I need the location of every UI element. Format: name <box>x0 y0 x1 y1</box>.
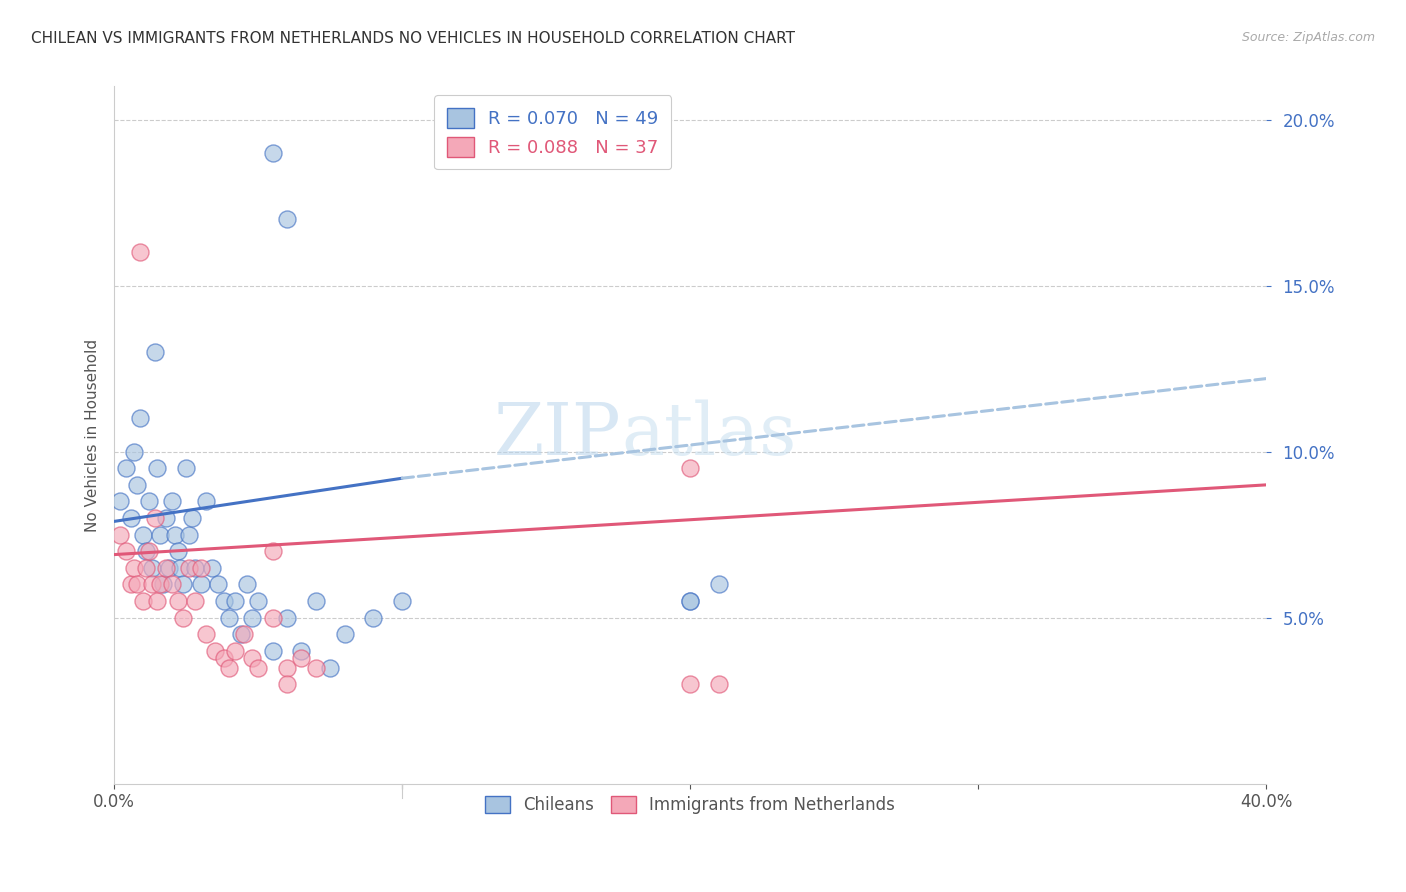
Point <box>138 544 160 558</box>
Point <box>391 594 413 608</box>
Point <box>679 594 702 608</box>
Point <box>276 660 298 674</box>
Point <box>224 594 246 608</box>
Point <box>190 577 212 591</box>
Point <box>333 627 356 641</box>
Point <box>679 677 702 691</box>
Point <box>232 627 254 641</box>
Point <box>247 660 270 674</box>
Point <box>184 561 207 575</box>
Point <box>679 594 702 608</box>
Point <box>163 527 186 541</box>
Text: ZIP: ZIP <box>494 400 621 470</box>
Point <box>262 145 284 160</box>
Point <box>679 461 702 475</box>
Point <box>124 561 146 575</box>
Point <box>177 527 200 541</box>
Legend: Chileans, Immigrants from Netherlands: Chileans, Immigrants from Netherlands <box>475 786 905 824</box>
Point <box>149 577 172 591</box>
Point <box>242 650 264 665</box>
Point <box>127 577 149 591</box>
Text: atlas: atlas <box>621 400 796 470</box>
Point <box>363 610 385 624</box>
Point <box>290 644 312 658</box>
Point <box>218 610 240 624</box>
Point <box>160 494 183 508</box>
Point <box>129 245 152 260</box>
Point <box>169 561 191 575</box>
Point <box>132 594 155 608</box>
Point <box>155 511 177 525</box>
Point <box>195 627 218 641</box>
Point <box>135 544 157 558</box>
Point <box>160 577 183 591</box>
Point <box>166 594 188 608</box>
Point <box>262 644 284 658</box>
Text: Source: ZipAtlas.com: Source: ZipAtlas.com <box>1241 31 1375 45</box>
Point <box>212 650 235 665</box>
Point <box>229 627 252 641</box>
Point <box>276 677 298 691</box>
Point <box>166 544 188 558</box>
Point <box>114 544 136 558</box>
Point <box>172 610 194 624</box>
Point <box>276 610 298 624</box>
Point <box>155 561 177 575</box>
Point <box>212 594 235 608</box>
Point <box>135 561 157 575</box>
Point <box>190 561 212 575</box>
Point <box>262 610 284 624</box>
Point <box>157 561 180 575</box>
Point <box>276 212 298 227</box>
Point <box>184 594 207 608</box>
Point <box>143 511 166 525</box>
Point <box>124 444 146 458</box>
Point <box>207 577 229 591</box>
Point <box>108 494 131 508</box>
Point <box>201 561 224 575</box>
Point <box>195 494 218 508</box>
Point <box>141 561 163 575</box>
Point <box>707 677 730 691</box>
Point <box>114 461 136 475</box>
Point <box>204 644 226 658</box>
Point <box>305 594 328 608</box>
Point <box>149 527 172 541</box>
Point <box>319 660 342 674</box>
Point <box>262 544 284 558</box>
Point <box>143 345 166 359</box>
Y-axis label: No Vehicles in Household: No Vehicles in Household <box>86 338 100 532</box>
Point <box>108 527 131 541</box>
Point <box>138 494 160 508</box>
Point <box>218 660 240 674</box>
Point <box>224 644 246 658</box>
Point <box>146 461 169 475</box>
Point <box>174 461 197 475</box>
Point <box>129 411 152 425</box>
Point <box>707 577 730 591</box>
Point <box>247 594 270 608</box>
Point <box>290 650 312 665</box>
Point <box>146 594 169 608</box>
Point <box>141 577 163 591</box>
Point <box>121 577 143 591</box>
Point <box>242 610 264 624</box>
Point <box>177 561 200 575</box>
Point <box>235 577 257 591</box>
Point <box>305 660 328 674</box>
Point <box>172 577 194 591</box>
Text: CHILEAN VS IMMIGRANTS FROM NETHERLANDS NO VEHICLES IN HOUSEHOLD CORRELATION CHAR: CHILEAN VS IMMIGRANTS FROM NETHERLANDS N… <box>31 31 794 46</box>
Point <box>152 577 174 591</box>
Point <box>127 478 149 492</box>
Point <box>132 527 155 541</box>
Point <box>121 511 143 525</box>
Point <box>181 511 204 525</box>
